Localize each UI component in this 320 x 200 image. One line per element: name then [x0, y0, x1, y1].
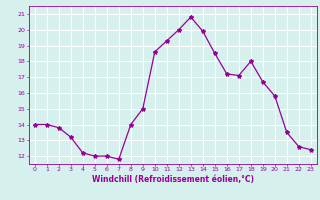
X-axis label: Windchill (Refroidissement éolien,°C): Windchill (Refroidissement éolien,°C): [92, 175, 254, 184]
